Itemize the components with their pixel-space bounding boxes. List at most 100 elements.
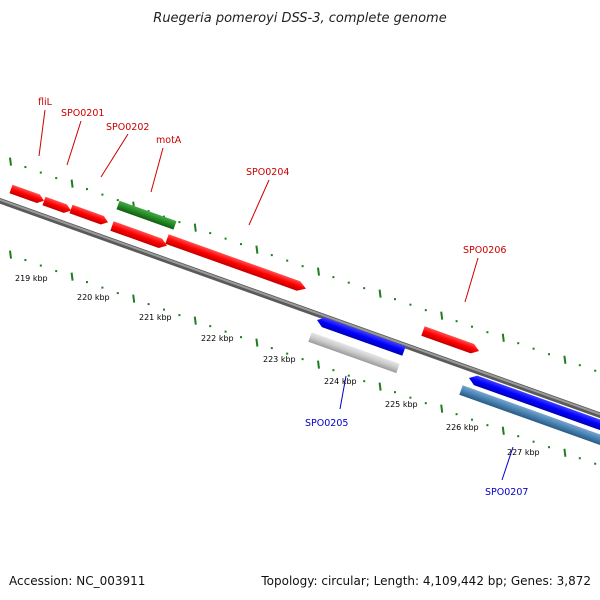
genome-backbone	[0, 197, 600, 419]
leader-line-spo0206	[464, 257, 479, 303]
lower-track-minor-tick	[517, 435, 520, 438]
tick-label-227: 227 kbp	[507, 448, 540, 457]
upper-track-minor-tick	[86, 188, 88, 191]
upper-track-minor-tick	[409, 303, 412, 306]
lower-track-minor-tick	[424, 402, 427, 405]
gene-arrow-spo0202	[69, 204, 108, 225]
leader-line-mota	[150, 147, 164, 193]
tick-label-225: 225 kbp	[385, 400, 418, 409]
label-mota: motA	[156, 135, 182, 146]
lower-track-minor-tick	[147, 303, 150, 306]
gene-arrow-spo0204	[165, 234, 307, 291]
upper-track-major-tick	[9, 157, 12, 166]
lower-track-major-tick	[440, 404, 444, 413]
upper-track-minor-tick	[578, 364, 581, 367]
upper-track-minor-tick	[471, 325, 473, 328]
lower-track-major-tick	[70, 272, 74, 281]
lower-track-minor-tick	[240, 336, 242, 339]
upper-track-minor-tick	[224, 237, 227, 240]
gene-arrow-mota	[116, 200, 177, 230]
map-title: Ruegeria pomeroyi DSS-3, complete genome	[153, 11, 446, 26]
gene-features	[9, 184, 600, 447]
gene-label-leaders	[38, 109, 514, 481]
upper-track-minor-tick	[240, 243, 242, 246]
lower-track-minor-tick	[486, 424, 489, 427]
gene-arrow-spo0207	[459, 385, 600, 447]
upper-tick-track	[9, 157, 597, 372]
gene-arrow-flil	[9, 184, 44, 204]
upper-track-major-tick	[563, 355, 567, 364]
leader-line-spo0204	[248, 179, 270, 226]
gene-arrow-spo0203	[110, 221, 167, 249]
upper-track-major-tick	[255, 245, 259, 254]
lower-track-minor-tick	[409, 396, 412, 399]
upper-track-minor-tick	[517, 342, 520, 345]
upper-track-minor-tick	[594, 369, 597, 372]
upper-track-minor-tick	[147, 210, 150, 213]
lower-track-minor-tick	[363, 380, 366, 383]
lower-track-minor-tick	[578, 457, 581, 460]
leader-line-spo0207	[501, 446, 514, 481]
lower-track-minor-tick	[116, 292, 119, 295]
gene-arrow-reverse-1	[317, 317, 406, 356]
upper-track-minor-tick	[55, 177, 58, 180]
upper-track-minor-tick	[548, 353, 550, 356]
lower-track-major-tick	[317, 360, 320, 369]
gene-arrow-spo0201	[42, 196, 71, 213]
leader-line-spo0202	[100, 133, 129, 178]
upper-track-minor-tick	[209, 232, 212, 235]
label-spo0204: SPO0204	[246, 167, 289, 178]
accession-text: Accession: NC_003911	[9, 574, 145, 588]
upper-track-major-tick	[193, 223, 197, 232]
upper-track-major-tick	[378, 289, 382, 298]
leader-line-spo0205	[339, 375, 347, 410]
lower-track-major-tick	[132, 294, 136, 303]
lower-track-major-tick	[9, 250, 12, 259]
lower-tick-track	[9, 250, 597, 465]
lower-track-minor-tick	[394, 391, 396, 394]
tick-label-222: 222 kbp	[201, 334, 234, 343]
lower-track-minor-tick	[286, 352, 289, 355]
upper-track-minor-tick	[286, 259, 289, 262]
lower-track-minor-tick	[332, 369, 335, 372]
label-spo0202: SPO0202	[106, 122, 149, 133]
lower-track-major-tick	[378, 382, 382, 391]
lower-track-minor-tick	[24, 259, 27, 262]
lower-track-minor-tick	[178, 314, 181, 317]
lower-track-minor-tick	[209, 325, 212, 328]
gene-arrow-reverse-2	[469, 375, 600, 432]
lower-track-major-tick	[501, 426, 505, 435]
upper-track-minor-tick	[163, 215, 165, 218]
upper-track-minor-tick	[270, 254, 273, 257]
upper-track-minor-tick	[332, 276, 335, 279]
upper-track-major-tick	[501, 333, 505, 342]
upper-track-minor-tick	[24, 166, 27, 169]
lower-track-minor-tick	[101, 286, 104, 289]
tick-label-224: 224 kbp	[324, 377, 357, 386]
tick-label-220: 220 kbp	[77, 293, 110, 302]
lower-track-minor-tick	[163, 308, 165, 311]
lower-track-minor-tick	[347, 374, 350, 377]
upper-track-major-tick	[317, 267, 320, 276]
upper-track-minor-tick	[486, 331, 489, 334]
lower-track-minor-tick	[39, 264, 42, 267]
tick-label-223: 223 kbp	[263, 355, 296, 364]
upper-track-minor-tick	[347, 281, 350, 284]
tick-label-226: 226 kbp	[446, 423, 479, 432]
gene-arrow-spo0206	[421, 326, 480, 354]
upper-track-minor-tick	[532, 347, 535, 350]
upper-track-minor-tick	[394, 298, 396, 301]
lower-track-major-tick	[255, 338, 259, 347]
tick-label-219: 219 kbp	[15, 274, 48, 283]
label-flil: fliL	[38, 97, 53, 108]
genome-summary-text: Topology: circular; Length: 4,109,442 bp…	[260, 574, 591, 588]
label-spo0205: SPO0205	[305, 418, 348, 429]
lower-track-minor-tick	[455, 413, 458, 416]
tick-label-221: 221 kbp	[139, 313, 172, 322]
label-spo0207: SPO0207	[485, 487, 528, 498]
lower-track-minor-tick	[301, 358, 304, 361]
upper-track-minor-tick	[101, 193, 104, 196]
lower-track-minor-tick	[224, 330, 227, 333]
upper-track-minor-tick	[455, 320, 458, 323]
leader-line-flil	[38, 109, 46, 157]
